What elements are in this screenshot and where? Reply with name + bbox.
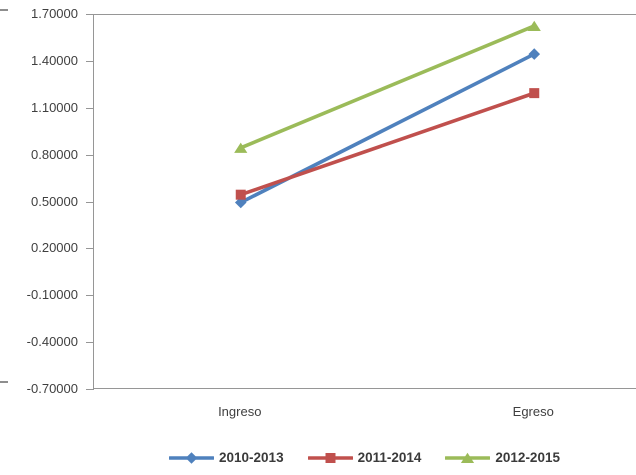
y-axis-tick-label: -0.10000: [26, 287, 78, 303]
square-marker: [325, 453, 336, 463]
y-axis-tick: [86, 389, 94, 390]
plot-area: [93, 14, 636, 389]
y-axis-tick-label: 1.10000: [31, 99, 78, 115]
y-axis-tick: [86, 154, 94, 156]
y-axis-tick-label: -0.40000: [26, 334, 78, 350]
left-edge-tick-top: [0, 9, 8, 11]
y-axis-tick: [86, 295, 94, 297]
legend-item-2011-2014[interactable]: 2011-2014: [307, 449, 422, 467]
y-axis-tick-label: 0.50000: [31, 193, 78, 209]
y-axis-tick: [86, 201, 94, 203]
series-lines-layer: [234, 20, 541, 209]
legend-item-2010-2013[interactable]: 2010-2013: [169, 449, 284, 467]
series-line-2011-2014: [238, 91, 537, 197]
legend-key-square-icon: [307, 453, 353, 463]
legend-label: 2010-2013: [219, 450, 284, 465]
y-axis-tick: [86, 107, 94, 109]
x-axis-category-label: Ingreso: [218, 404, 262, 419]
triangle-marker: [234, 142, 248, 153]
legend-label: 2011-2014: [357, 450, 422, 465]
square-marker: [529, 88, 540, 99]
square-marker: [235, 189, 246, 200]
series-line-2012-2015: [238, 24, 537, 150]
y-axis-tick-label: 1.40000: [31, 52, 78, 68]
diamond-marker: [185, 452, 198, 464]
y-axis-tick-label: 0.80000: [31, 146, 78, 162]
y-axis-tick-label: -0.70000: [26, 381, 78, 396]
legend-label: 2012-2015: [495, 450, 560, 465]
y-axis-tick: [86, 14, 94, 15]
y-axis-tick: [86, 342, 94, 344]
y-axis-tick-label: 1.70000: [31, 6, 78, 21]
legend: 2010-2013 2011-2014 2012-2015: [93, 449, 636, 467]
left-edge-tick-bottom: [0, 381, 8, 383]
triangle-marker: [461, 452, 475, 463]
legend-item-2012-2015[interactable]: 2012-2015: [445, 449, 560, 467]
y-axis-tick: [86, 60, 94, 62]
x-axis-category-label: Egreso: [512, 404, 554, 419]
triangle-marker: [527, 20, 541, 31]
legend-key-triangle-icon: [445, 452, 491, 463]
y-axis-tick-label: 0.20000: [31, 240, 78, 256]
y-axis-tick: [86, 248, 94, 250]
diamond-marker: [528, 48, 541, 60]
legend-key-diamond-icon: [169, 452, 215, 464]
